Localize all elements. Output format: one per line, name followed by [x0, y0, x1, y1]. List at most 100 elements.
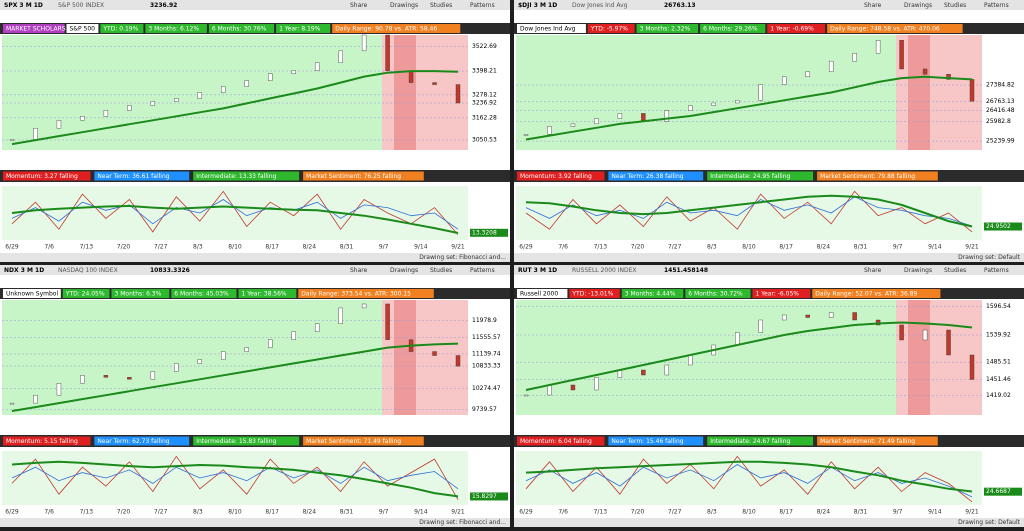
candle: [664, 110, 670, 122]
toolbar-button[interactable]: Patterns: [984, 2, 1009, 9]
symbol: $DJI 3 M 1D: [518, 2, 557, 9]
candle: [805, 314, 810, 318]
toolbar-button[interactable]: Patterns: [470, 2, 495, 9]
toolbar-button[interactable]: Studies: [430, 2, 452, 9]
status-bar: [514, 518, 1024, 527]
tag: 6 Months: 30.72%: [688, 290, 743, 297]
moving-average: [11, 70, 459, 146]
tag-bg: [517, 24, 586, 33]
toolbar: [0, 265, 510, 275]
study-tag-bg: [193, 171, 300, 181]
candle: [432, 82, 437, 85]
candle: [735, 332, 740, 346]
price-axis-label: 26763.13: [986, 98, 1015, 105]
tag: Daily Range: 373.54 vs. ATR: 300.15: [301, 290, 411, 297]
candle: [314, 323, 320, 332]
study-tag: Intermediate: 13.33 falling: [196, 173, 276, 180]
date-label: 7/6: [558, 509, 568, 516]
last-price: 1451.458148: [664, 267, 708, 274]
osc-bg: [516, 186, 982, 240]
candle: [127, 105, 132, 111]
last-price: 3236.92: [150, 2, 177, 9]
price-axis-label: 10833.33: [472, 363, 501, 370]
tag: YTD: -5.97%: [590, 25, 628, 32]
tag-bg: [276, 24, 331, 33]
price-axis-label: 3162.28: [472, 114, 497, 121]
date-label: 9/21: [451, 509, 465, 516]
price-axis-label: 1539.92: [986, 332, 1011, 339]
date-label: 8/10: [228, 509, 242, 516]
study-tag-bg: [94, 171, 190, 181]
study-tag: Near Term: 15.46 falling: [611, 438, 683, 445]
candle: [268, 73, 273, 81]
date-label: 7/20: [631, 509, 645, 516]
candle: [594, 377, 599, 391]
candle: [711, 102, 716, 106]
toolbar: [514, 265, 1024, 275]
toolbar-button[interactable]: Share: [350, 2, 368, 9]
toolbar-button[interactable]: Studies: [944, 2, 966, 9]
date-label: 7/20: [631, 244, 645, 251]
tag: Russell 2000: [520, 290, 558, 297]
osc-last-bg: [984, 222, 1022, 231]
date-label: 8/3: [193, 244, 203, 251]
date-label: 9/14: [414, 509, 428, 516]
date-label: 7/27: [154, 509, 168, 516]
toolbar-button[interactable]: Studies: [944, 267, 966, 274]
tag-bg: [298, 289, 434, 298]
candle: [174, 98, 179, 102]
date-label: 7/13: [594, 244, 608, 251]
study-tag: Near Term: 62.73 falling: [97, 438, 169, 445]
toolbar-button[interactable]: Share: [864, 267, 882, 274]
candle: [455, 84, 461, 104]
study-tag-bg: [707, 171, 814, 181]
date-label: 7/27: [668, 244, 682, 251]
study-tag: Momentum: 3.27 falling: [6, 173, 78, 180]
tag-bg: [812, 289, 941, 298]
price-axis-label: 11978.9: [472, 317, 497, 324]
candle: [899, 324, 904, 341]
toolbar-button[interactable]: Drawings: [904, 267, 932, 274]
tag-bg: [100, 24, 144, 33]
price-axis-label: 3398.21: [472, 68, 497, 75]
candle: [782, 76, 787, 85]
candle: [221, 86, 226, 93]
study-tag-bg: [707, 436, 814, 446]
candle: [150, 101, 156, 106]
status-bar: [0, 253, 510, 262]
toolbar-button[interactable]: Share: [864, 2, 882, 9]
candle: [338, 307, 343, 324]
tag: 1 Year: -6.05%: [756, 290, 800, 297]
toolbar-button[interactable]: Patterns: [470, 267, 495, 274]
toolbar-button[interactable]: Drawings: [390, 267, 418, 274]
candle: [852, 312, 857, 321]
tag: 3 Months: 4.44%: [625, 290, 676, 297]
date-label: 8/24: [303, 244, 317, 251]
price-axis-label: 3050.53: [472, 136, 497, 143]
date-label: 7/6: [44, 244, 54, 251]
candle: [361, 303, 367, 309]
candle: [758, 319, 763, 333]
zone-red-strong: [908, 35, 930, 150]
drawing-set: Drawing set: Fibonacci and...: [419, 254, 506, 261]
toolbar-button[interactable]: Studies: [430, 267, 452, 274]
symbol-name: NASDAQ 100 INDEX: [58, 267, 118, 274]
study-tag-bg: [517, 436, 605, 446]
osc-last: 13.3208: [472, 229, 497, 236]
date-label: 8/31: [340, 244, 354, 251]
toolbar-button[interactable]: Patterns: [984, 267, 1009, 274]
last-price: 10833.3326: [150, 267, 190, 274]
toolbar-button[interactable]: Drawings: [390, 2, 418, 9]
candle: [174, 363, 179, 372]
tag: 3 Months: 2.32%: [640, 25, 691, 32]
study-tag-bg: [608, 436, 704, 446]
candle: [221, 351, 226, 360]
candle: [617, 113, 623, 119]
toolbar-button[interactable]: Drawings: [904, 2, 932, 9]
tag: YTD: 0.19%: [102, 25, 138, 32]
toolbar-button[interactable]: Share: [350, 267, 368, 274]
tag-bg: [685, 289, 751, 298]
date-label: 8/3: [193, 509, 203, 516]
candle: [899, 40, 904, 70]
